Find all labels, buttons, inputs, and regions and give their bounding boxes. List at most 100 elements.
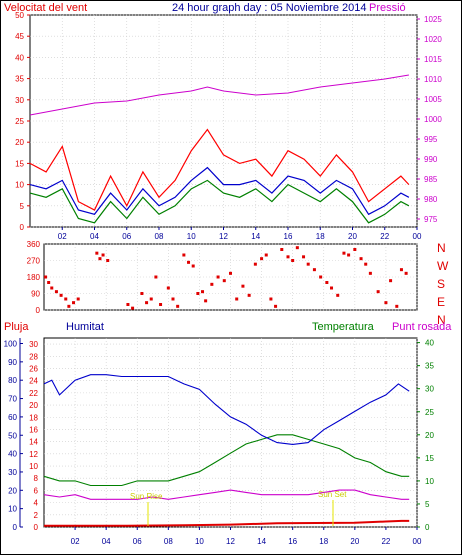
pressure-tick-label: 1020 [424, 35, 442, 44]
pressure-tick-label: 995 [424, 135, 438, 144]
rain-tick-label: 8 [34, 474, 39, 483]
pressure-tick-label: 1000 [424, 115, 442, 124]
temperature-axis: 0 5 10 15 20 25 30 35 40 [417, 339, 434, 532]
direction-point [182, 253, 186, 257]
humidity-tick-label: 30 [8, 468, 17, 477]
wind-x-tick-label: 10 [187, 232, 196, 241]
direction-point [106, 259, 110, 262]
direction-tick-label: 180 [27, 273, 41, 282]
wind-x-tick-label: 00 [413, 232, 422, 241]
humidity-label: Humitat [66, 321, 104, 333]
direction-point [269, 297, 273, 301]
direction-point [384, 301, 388, 305]
wind-tick-label: 35 [15, 75, 24, 84]
pressure-tick-label: 980 [424, 195, 438, 204]
temperature-label: Temperatura [312, 321, 375, 333]
direction-point [44, 275, 48, 279]
direction-point [291, 259, 295, 262]
direction-point [145, 301, 149, 305]
direction-tick-label: 0 [36, 306, 41, 315]
direction-panel-grid [44, 243, 418, 311]
humidity-tick-label: 10 [8, 505, 17, 514]
humidity-tick-label: 20 [8, 486, 17, 495]
rain-tick-label: 14 [29, 438, 38, 447]
direction-point [204, 299, 208, 303]
direction-point [176, 304, 180, 308]
wind-x-tick-label: 04 [90, 232, 99, 241]
humidity-tick-label: 50 [8, 431, 17, 440]
dewpoint-line [43, 489, 410, 500]
direction-point [98, 257, 102, 261]
rain-tick-label: 30 [29, 340, 38, 349]
temperature-tick-label: 15 [425, 454, 434, 463]
direction-point [154, 275, 158, 279]
wind-x-tick-label: 14 [251, 232, 260, 241]
wind-time-axis: 02 04 06 08 10 12 14 16 18 20 22 00 [58, 227, 422, 241]
direction-point [368, 271, 372, 275]
rain-tick-label: 18 [29, 413, 38, 422]
direction-point [280, 248, 284, 251]
direction-point [131, 306, 135, 310]
direction-tick-label: 270 [27, 257, 41, 266]
wind-panel-series [29, 74, 410, 224]
wind-tick-label: 50 [15, 11, 24, 20]
pressure-tick-label: 1025 [424, 15, 442, 24]
direction-point [216, 275, 220, 279]
rain-line [44, 519, 410, 527]
temperature-tick-label: 0 [425, 523, 430, 532]
direction-point [295, 246, 299, 250]
wind-tick-label: 15 [15, 159, 24, 168]
direction-point [95, 251, 99, 255]
direction-point [159, 303, 163, 306]
temperature-tick-label: 10 [425, 477, 434, 486]
wind-tick-label: 0 [20, 223, 25, 232]
direction-point [395, 304, 399, 308]
direction-point [306, 262, 310, 266]
direction-point [235, 297, 239, 301]
chart-title: 24 hour graph day : 05 Noviembre 2014 [172, 2, 366, 14]
direction-point [196, 292, 200, 295]
sunset-label: Sun Set [318, 490, 347, 499]
direction-point [312, 268, 316, 272]
rain-tick-label: 28 [29, 352, 38, 361]
direction-point [47, 281, 51, 284]
direction-point [54, 290, 58, 294]
direction-point [241, 284, 245, 288]
wind-x-tick-label: 12 [219, 232, 228, 241]
wind-tick-label: 45 [15, 32, 24, 41]
direction-point [286, 255, 290, 259]
rain-tick-label: 0 [34, 523, 39, 532]
rain-label: Pluja [4, 321, 29, 333]
direction-point [126, 303, 130, 306]
direction-tick-label: 360 [27, 240, 41, 249]
pressure-label: Pressió [369, 2, 406, 14]
direction-point [191, 264, 195, 268]
direction-point [149, 297, 153, 301]
direction-point [404, 271, 408, 275]
compass-label: W [437, 259, 449, 273]
wind-tick-label: 10 [15, 181, 24, 190]
rain-tick-label: 26 [29, 364, 38, 373]
direction-point [229, 271, 232, 275]
temperature-line [43, 434, 410, 487]
direction-point [399, 268, 403, 272]
pressure-tick-label: 1010 [424, 75, 442, 84]
direction-point [353, 248, 357, 251]
direction-point [336, 293, 340, 297]
direction-point [247, 293, 251, 297]
humidity-axis: 0 10 20 30 40 50 60 70 80 90 100 [4, 338, 23, 532]
direction-tick-label: 90 [31, 290, 40, 299]
climate-x-tick-label: 06 [133, 537, 142, 546]
pressure-line [29, 74, 409, 116]
direction-point [260, 257, 264, 261]
direction-point [342, 251, 346, 255]
compass-label: N [437, 241, 446, 255]
pressure-tick-label: 990 [424, 155, 438, 164]
wind-x-tick-label: 08 [155, 232, 164, 241]
temperature-tick-label: 35 [425, 362, 434, 371]
direction-point [171, 297, 175, 301]
wind-x-tick-label: 18 [316, 232, 325, 241]
